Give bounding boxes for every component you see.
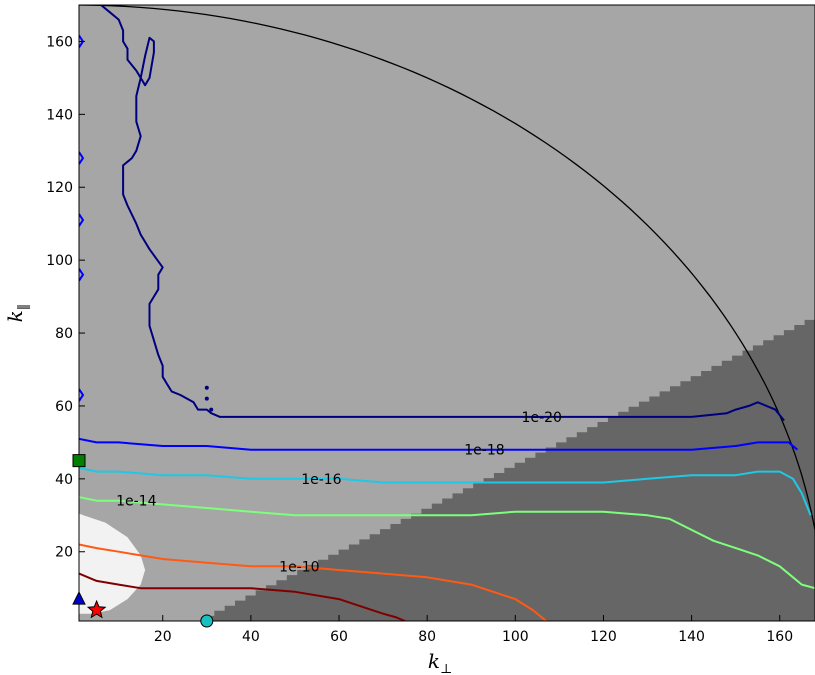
contour-dot: [204, 385, 209, 390]
x-tick-label: 40: [242, 629, 260, 645]
inner-region: [79, 513, 146, 614]
contour-label: 1e-18: [464, 443, 504, 459]
edge-contour-mark: [79, 268, 85, 282]
edge-contour-mark: [79, 388, 85, 402]
x-tick-label: 80: [418, 629, 436, 645]
y-axis-label: k‖: [3, 304, 31, 323]
contour-label: 1e-20: [522, 410, 562, 426]
y-tick-label: 100: [46, 253, 73, 269]
edge-contour-mark: [79, 213, 85, 227]
contour-line-1e-10: [79, 543, 547, 621]
x-tick-label: 160: [766, 629, 793, 645]
contour-dot: [209, 407, 214, 412]
contour-label: 1e-14: [116, 494, 156, 510]
y-tick-label: 40: [55, 472, 73, 488]
contour-dot: [204, 396, 209, 401]
contour-line-1e-20: [100, 5, 785, 422]
marker-square: [72, 454, 86, 468]
x-tick-label: 100: [502, 629, 529, 645]
x-tick-label: 120: [590, 629, 617, 645]
y-tick-label: 140: [46, 107, 73, 123]
x-axis-label: k⊥: [428, 649, 452, 675]
edge-contour-mark: [79, 151, 85, 165]
x-tick-label: 20: [154, 629, 172, 645]
y-tick-label: 20: [55, 545, 73, 561]
contour-line-1e-14: [79, 496, 815, 590]
y-tick-label: 80: [55, 326, 73, 342]
marker-circle: [200, 614, 214, 628]
contour-label: 1e-16: [301, 472, 341, 488]
y-tick-label: 60: [55, 399, 73, 415]
excluded-region: [193, 314, 815, 621]
plot-frame: [78, 4, 815, 622]
contour-line-unlabeled: [79, 572, 406, 621]
contour-line-1e-16: [79, 466, 812, 516]
contour-line-1e-18: [79, 437, 799, 451]
marker-triangle: [72, 591, 86, 605]
y-tick-label: 120: [46, 180, 73, 196]
y-tick-label: 160: [46, 34, 73, 50]
marker-star: [86, 599, 107, 619]
boundary-circle: [79, 5, 815, 534]
x-tick-label: 60: [330, 629, 348, 645]
x-tick-label: 140: [678, 629, 705, 645]
contour-label: 1e-10: [279, 559, 319, 575]
